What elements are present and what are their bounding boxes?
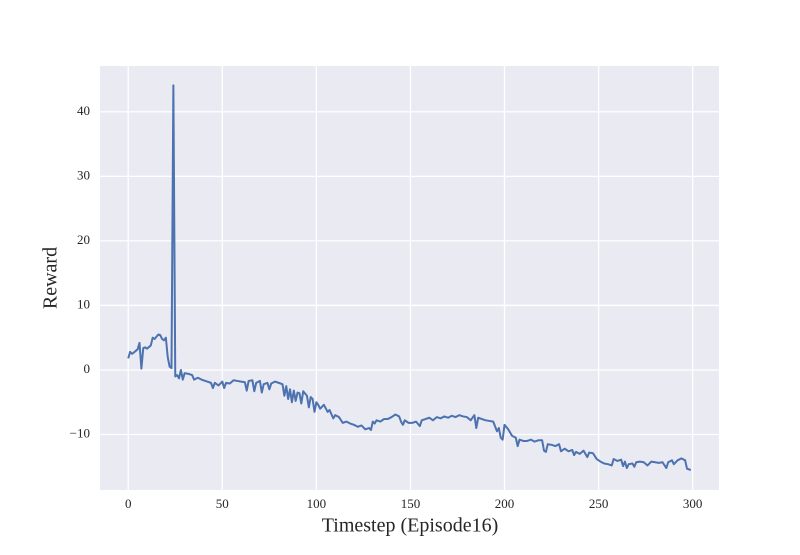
y-axis-label: Reward — [40, 247, 62, 309]
x-tick-label: 150 — [401, 496, 421, 511]
y-tick-label: 30 — [77, 167, 90, 182]
x-axis-label: Timestep (Episode16) — [322, 515, 498, 537]
line-series — [127, 84, 692, 471]
plot-area — [100, 66, 719, 490]
x-tick-label: 0 — [125, 496, 132, 511]
y-tick-label: 10 — [77, 296, 90, 311]
y-tick-label: 40 — [77, 103, 90, 118]
x-tick-label: 100 — [307, 496, 327, 511]
x-tick-label: 200 — [495, 496, 515, 511]
y-tick-label: −10 — [70, 425, 90, 440]
y-tick-label: 20 — [77, 232, 90, 247]
x-tick-label: 50 — [216, 496, 229, 511]
y-tick-label: 0 — [84, 361, 91, 376]
x-tick-label: 300 — [683, 496, 703, 511]
x-tick-label: 250 — [589, 496, 609, 511]
